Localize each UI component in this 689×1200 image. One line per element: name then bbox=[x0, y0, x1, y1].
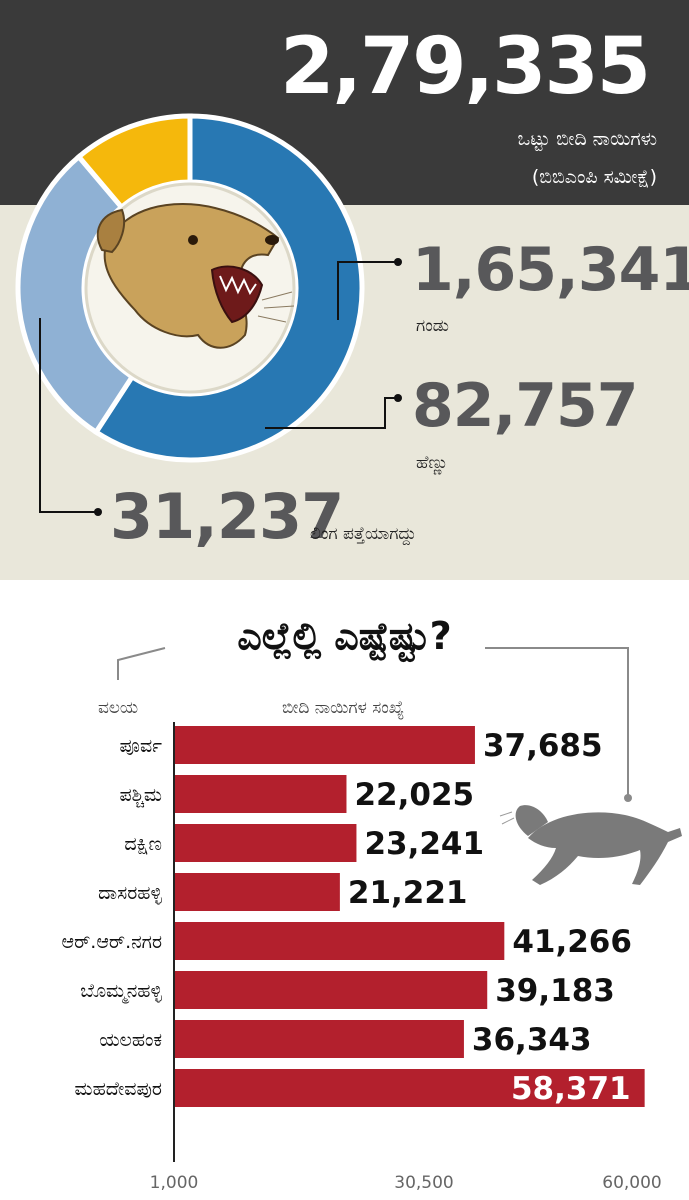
category-label-7: ಮಹದೇವಪುರ bbox=[75, 1078, 162, 1100]
x-tick-1: 30,500 bbox=[394, 1173, 453, 1193]
donut-graphic bbox=[0, 0, 689, 580]
male-label: ಗಂಡು bbox=[416, 316, 449, 336]
category-label-6: ಯಲಹಂಕ bbox=[99, 1029, 162, 1051]
unknown-count: 31,237 bbox=[110, 480, 344, 553]
category-header: ವಲಯ bbox=[98, 698, 139, 718]
total-count: 2,79,335 bbox=[280, 22, 651, 112]
bar-5 bbox=[174, 971, 488, 1009]
bar-6 bbox=[174, 1020, 464, 1058]
donut-chart bbox=[15, 113, 365, 463]
bar-0 bbox=[174, 726, 475, 764]
dog-illustration bbox=[84, 182, 296, 394]
leader-dot-unknown bbox=[94, 508, 102, 516]
category-label-5: ಬೊಮ್ಮನಹಳ್ಳಿ bbox=[80, 980, 163, 1004]
donut-slice-2 bbox=[75, 113, 193, 211]
running-dog-illustration bbox=[499, 805, 682, 885]
value-label-0: 37,685 bbox=[483, 728, 603, 764]
bar-1 bbox=[174, 775, 347, 813]
category-label-2: ದಕ್ಷಿಣ bbox=[124, 833, 162, 855]
value-label-6: 36,343 bbox=[472, 1022, 592, 1058]
value-label-1: 22,025 bbox=[354, 777, 474, 813]
value-label-5: 39,183 bbox=[495, 973, 615, 1009]
total-label: ಒಟ್ಟು ಬೀದಿ ನಾಯಿಗಳು bbox=[517, 128, 658, 150]
x-tick-0: 1,000 bbox=[150, 1173, 199, 1193]
category-label-4: ಆರ್.ಆರ್.ನಗರ bbox=[62, 931, 162, 953]
x-tick-2: 60,000 bbox=[602, 1173, 661, 1193]
leader-line-unknown bbox=[39, 318, 98, 513]
value-header: ಬೀದಿ ನಾಯಿಗಳ ಸಂಖ್ಯೆ bbox=[282, 698, 405, 718]
female-label: ಹೆಣ್ಣು bbox=[416, 453, 449, 473]
bracket-dot bbox=[624, 794, 632, 802]
leader-line-male bbox=[337, 261, 398, 320]
leader-dot-female bbox=[394, 394, 402, 402]
title-bracket-left bbox=[117, 647, 166, 680]
leader-dot-male bbox=[394, 258, 402, 266]
bars-group: ಪೂರ್ವ 37,685 ಪಶ್ಚಿಮ 22,025 ದಕ್ಷಿಣ 23,241 ದಾಸರಹ… bbox=[62, 726, 662, 1193]
category-label-0: ಪೂರ್ವ bbox=[119, 735, 162, 757]
bars-title: ಎಲ್ಲೆಲ್ಲಿ ಎಷ್ಟೆಷ್ಟು? bbox=[237, 614, 452, 658]
donut-section: 2,79,335 ಒಟ್ಟು ಬೀದಿ ನಾಯಿಗಳು (ಬಿಬಿಎಂಪಿ ಸಮ… bbox=[0, 0, 689, 580]
bar-2 bbox=[174, 824, 357, 862]
bar-7 bbox=[174, 1069, 645, 1107]
unknown-label: ಲಿಂಗ ಪತ್ತೆಯಾಗದ್ದು bbox=[310, 524, 417, 544]
category-label-3: ದಾಸರಹಳ್ಳಿ bbox=[98, 882, 163, 906]
donut-slice-0 bbox=[92, 113, 365, 463]
bar-4 bbox=[174, 922, 505, 960]
category-label-1: ಪಶ್ಚಿಮ bbox=[119, 784, 162, 808]
value-label-2: 23,241 bbox=[364, 826, 484, 862]
source-label: (ಬಿಬಿಎಂಪಿ ಸಮೀಕ್ಷೆ) bbox=[531, 166, 657, 188]
value-label-7: 58,371 bbox=[511, 1071, 631, 1107]
leader-line-female bbox=[265, 397, 398, 429]
bar-3 bbox=[174, 873, 340, 911]
male-count: 1,65,341 bbox=[412, 235, 689, 305]
female-count: 82,757 bbox=[412, 371, 639, 441]
value-label-3: 21,221 bbox=[348, 875, 468, 911]
value-label-4: 41,266 bbox=[512, 924, 632, 960]
title-bracket-right bbox=[485, 647, 629, 795]
